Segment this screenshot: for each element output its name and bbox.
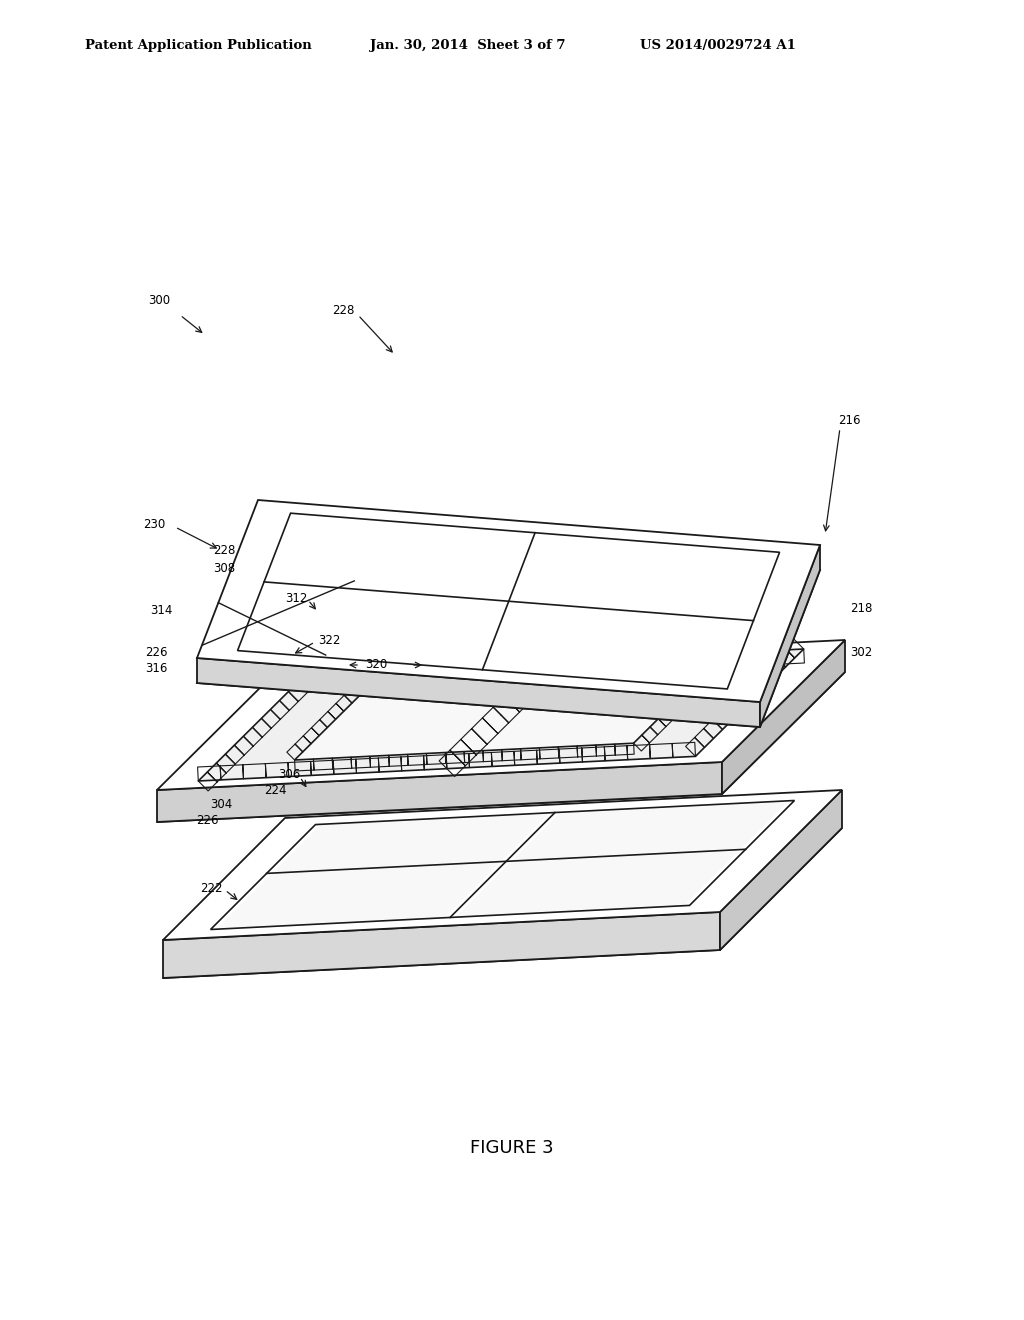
Polygon shape [163,912,720,978]
Text: Jan. 30, 2014  Sheet 3 of 7: Jan. 30, 2014 Sheet 3 of 7 [370,40,565,51]
Text: 316: 316 [145,663,167,676]
Polygon shape [488,603,748,686]
Polygon shape [513,803,787,859]
Text: 222: 222 [200,882,222,895]
Text: 312: 312 [285,591,307,605]
Polygon shape [217,863,500,928]
Text: 300: 300 [148,293,170,306]
Text: Patent Application Publication: Patent Application Publication [85,40,311,51]
Text: 226: 226 [145,645,168,659]
Polygon shape [197,525,820,727]
Text: 304: 304 [210,799,232,812]
Polygon shape [163,789,842,940]
Polygon shape [197,500,820,702]
Polygon shape [295,671,708,760]
Text: 218: 218 [850,602,872,615]
Polygon shape [457,851,739,916]
Polygon shape [760,545,820,727]
Polygon shape [157,640,845,789]
Polygon shape [163,828,842,978]
Text: 228: 228 [213,544,236,557]
Text: 322: 322 [318,634,340,647]
Text: 314: 314 [150,603,172,616]
Polygon shape [273,814,548,873]
Text: 216: 216 [838,413,860,426]
Polygon shape [244,583,503,668]
Text: 224: 224 [264,784,287,796]
Text: 226: 226 [196,813,218,826]
Polygon shape [197,657,760,727]
Polygon shape [720,789,842,950]
Text: US 2014/0029724 A1: US 2014/0029724 A1 [640,40,796,51]
Text: 320: 320 [365,659,387,672]
Polygon shape [157,762,722,822]
Text: 230: 230 [143,519,165,532]
Polygon shape [199,649,804,781]
Text: 306: 306 [278,768,300,781]
Polygon shape [515,535,773,619]
Polygon shape [157,672,845,822]
Polygon shape [270,515,528,599]
Text: FIGURE 3: FIGURE 3 [470,1139,554,1158]
Polygon shape [238,513,779,689]
Text: 228: 228 [332,304,354,317]
Text: 302: 302 [850,645,872,659]
Polygon shape [722,640,845,795]
Text: 308: 308 [213,561,236,574]
